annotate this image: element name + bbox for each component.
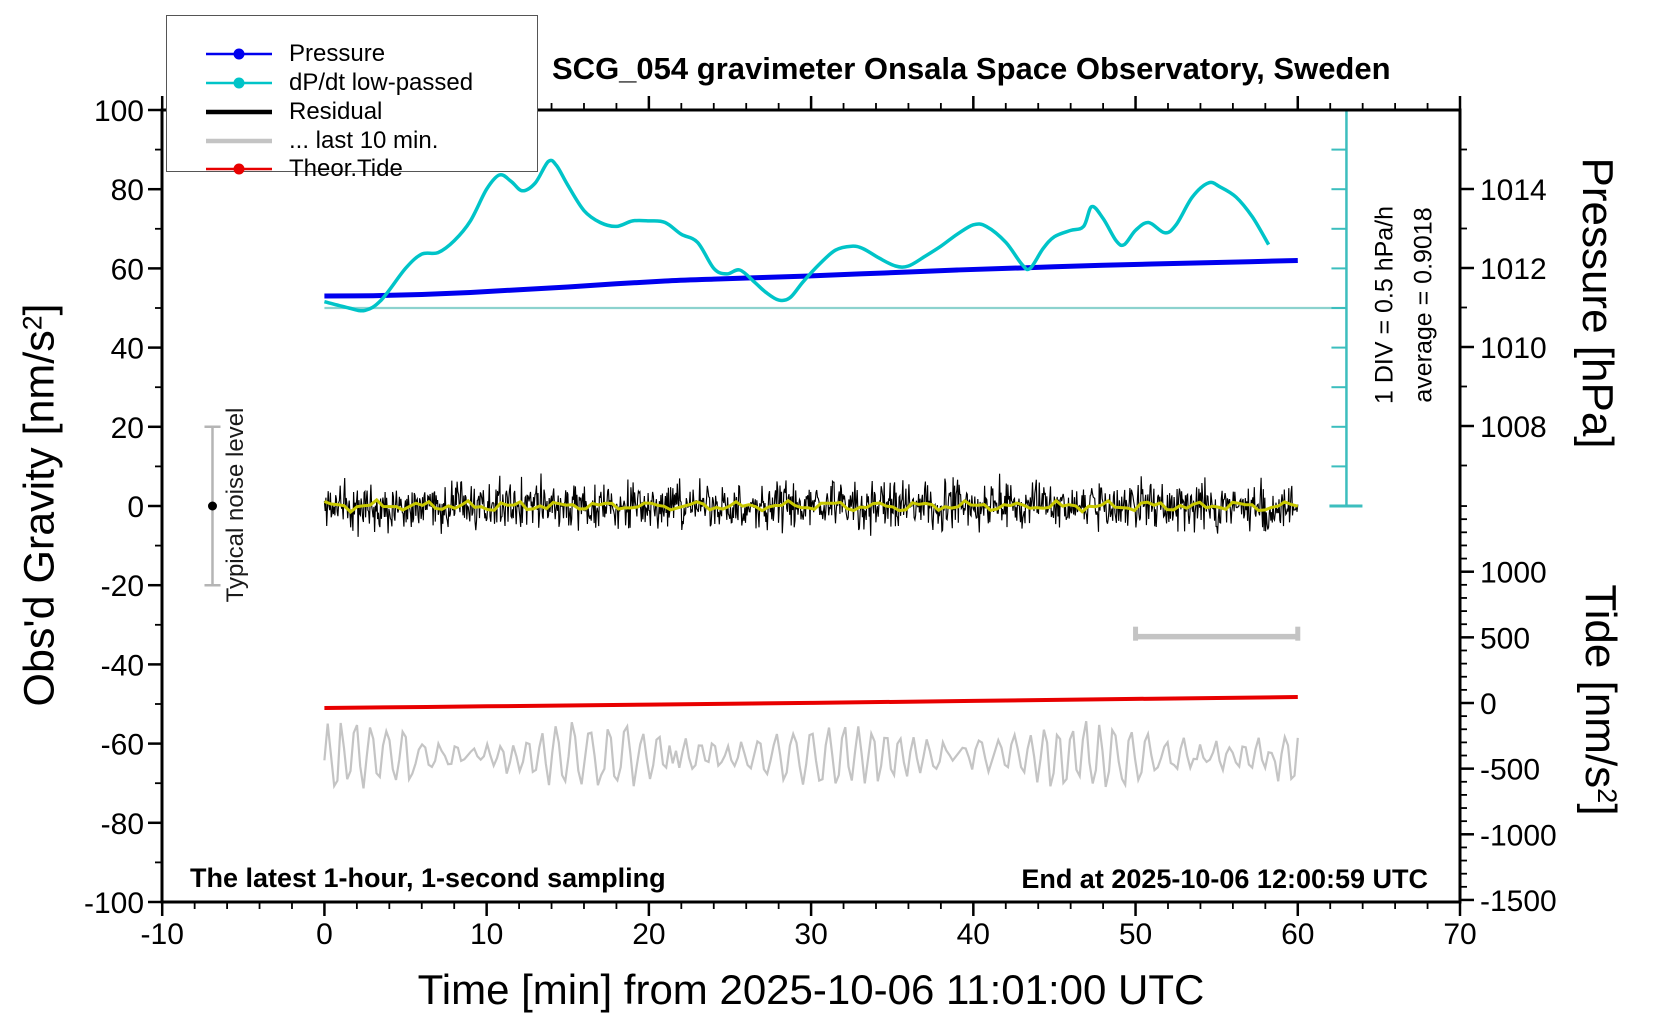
tide-tick-label: -1000: [1480, 819, 1557, 852]
end-time-note: End at 2025-10-06 12:00:59 UTC: [1021, 864, 1428, 894]
gravity-tick-label: 100: [94, 95, 144, 128]
theor-tide-curve: [324, 695, 1298, 710]
legend-item-dpdt: dP/dt low-passed: [167, 69, 473, 97]
gravity-tick-label: 80: [111, 174, 144, 207]
legend-item-last10: ... last 10 min.: [167, 127, 438, 155]
x-tick-label: 10: [470, 918, 503, 951]
sampling-note: The latest 1-hour, 1-second sampling: [190, 863, 666, 893]
tide-tick-label: 500: [1480, 622, 1530, 655]
dpdt-curve: [323, 158, 1271, 313]
noise-level-label: Typical noise level: [222, 407, 249, 603]
legend-sample-last10: [206, 138, 272, 144]
pressure-axis-title: Pressure [hPa]: [1573, 157, 1622, 449]
gravity-tick-label: -80: [101, 808, 144, 841]
tide-tick-label: 0: [1480, 688, 1497, 721]
pressure-curve: [324, 258, 1298, 299]
residual-smoothed-trace: [323, 497, 1299, 514]
gravity-tick-label: 40: [111, 333, 144, 366]
x-tick-label: 60: [1281, 918, 1314, 951]
gravity-axis-title: Obs'd Gravity [nm/s2]: [16, 304, 65, 707]
legend-item-label: ... last 10 min.: [289, 127, 439, 154]
legend-item-pressure: Pressure: [167, 40, 385, 68]
pressure-tick-label: 1014: [1480, 174, 1547, 207]
legend-sample-dpdt: [206, 77, 272, 89]
legend-item-label: Theor.Tide: [289, 155, 403, 182]
legend-item-label: Pressure: [289, 40, 386, 67]
gravity-tick-label: -20: [101, 570, 144, 603]
residual-trace: [323, 473, 1299, 537]
x-tick-label: -10: [141, 918, 184, 951]
tide-axis-title-sup: 2: [1592, 788, 1624, 804]
noise-error-bar-dot: [207, 501, 217, 511]
gravity-axis-title-close: ]: [15, 303, 64, 316]
gravity-tick-label: 0: [127, 491, 144, 524]
gravity-tick-label: -40: [101, 649, 144, 682]
time-axis-title: Time [min] from 2025-10-06 11:01:00 UTC: [417, 966, 1205, 1013]
pressure-tick-label: 1012: [1480, 253, 1547, 286]
legend-box: Pressure dP/dt low-passed Residual ... l…: [166, 15, 538, 182]
legend-sample-tide: [206, 163, 272, 175]
tide-axis-title: Tide [nm/s2]: [1575, 584, 1625, 815]
legend-item-residual: Residual: [167, 98, 382, 126]
gravity-axis-title-text: Obs'd Gravity [nm/s: [15, 330, 64, 707]
chart-title: SCG_054 gravimeter Onsala Space Observat…: [552, 51, 1391, 86]
legend-sample-residual: [206, 109, 272, 115]
legend-item-label: Residual: [289, 98, 383, 125]
average-note: average = 0.9018: [1409, 207, 1438, 403]
tide-tick-label: 1000: [1480, 557, 1547, 590]
pressure-tick-label: 1008: [1480, 411, 1547, 444]
gravity-tick-label: 60: [111, 253, 144, 286]
x-tick-label: 50: [1119, 918, 1152, 951]
last10-trace: [323, 721, 1299, 790]
gravity-axis-title-sup: 2: [17, 315, 48, 331]
gravity-tick-label: -100: [84, 887, 144, 920]
tide-tick-label: -500: [1480, 754, 1540, 787]
legend-item-tide: Theor.Tide: [167, 155, 403, 183]
tide-tick-label: -1500: [1480, 885, 1557, 918]
gravity-tick-label: -60: [101, 729, 144, 762]
pressure-tick-label: 1010: [1480, 332, 1547, 365]
legend-item-label: dP/dt low-passed: [289, 69, 474, 96]
legend-sample-pressure: [206, 48, 272, 60]
tide-axis-title-text: Tide [nm/s: [1576, 584, 1625, 789]
x-tick-label: 30: [794, 918, 827, 951]
x-tick-label: 40: [957, 918, 990, 951]
x-tick-label: 20: [632, 918, 665, 951]
tide-axis-title-close: ]: [1576, 803, 1625, 816]
x-tick-label: 0: [316, 918, 333, 951]
gravity-tick-label: 20: [111, 412, 144, 445]
x-tick-label: 70: [1443, 918, 1476, 951]
div-scale-note: 1 DIV = 0.5 hPa/h: [1370, 205, 1399, 405]
